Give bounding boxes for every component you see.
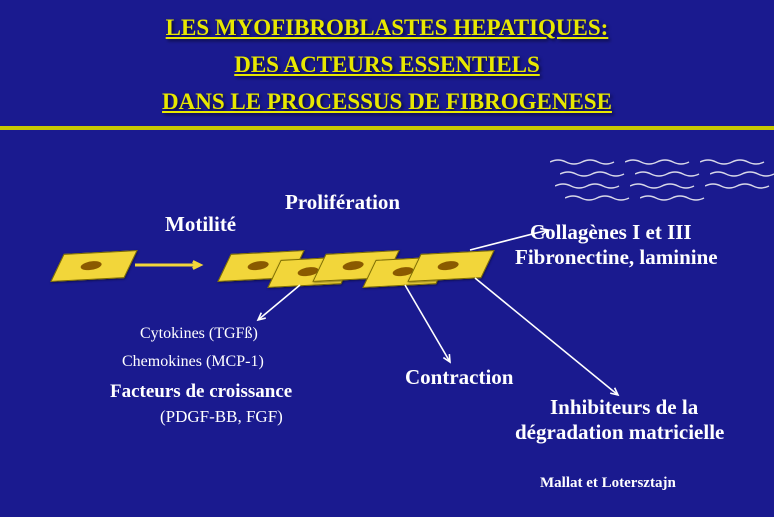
- collagen-fiber: [550, 158, 620, 166]
- collagen-fiber: [710, 170, 774, 178]
- collagen-fiber: [555, 182, 625, 190]
- title-divider: [0, 126, 774, 130]
- cytokines-word: Cytokines: [140, 325, 209, 342]
- label-motilite: Motilité: [165, 212, 236, 237]
- label-facteurs: Facteurs de croissance: [110, 381, 292, 403]
- collagen-fiber: [625, 158, 695, 166]
- label-facteurs-paren: (PDGF-BB, FGF): [160, 407, 283, 427]
- label-collagenes: Collagènes I et III: [530, 220, 692, 245]
- to-contraction: [399, 279, 456, 368]
- motility-arrow: [129, 259, 206, 271]
- collagen-fiber: [640, 194, 710, 202]
- diagram-stage: Motilité Prolifération Collagènes I et I…: [0, 140, 774, 517]
- title-block: LES MYOFIBROBLASTES HEPATIQUES: DES ACTE…: [0, 0, 774, 120]
- collagen-fiber: [700, 158, 770, 166]
- collagen-fiber: [565, 194, 635, 202]
- collagen-fiber: [630, 182, 700, 190]
- block-chemokines: Chemokines (MCP-1): [122, 353, 264, 371]
- chemokines-word: Chemokines: [122, 353, 206, 370]
- chemokines-paren: (MCP-1): [206, 353, 264, 370]
- title-line-2: DES ACTEURS ESSENTIELS: [0, 47, 774, 84]
- title-line-1: LES MYOFIBROBLASTES HEPATIQUES:: [0, 10, 774, 47]
- to-inhibiteurs: [469, 272, 624, 401]
- block-cytokines: Cytokines (TGFß): [140, 325, 258, 343]
- label-proliferation: Prolifération: [285, 190, 400, 215]
- collagen-fiber: [560, 170, 630, 178]
- to-cytokines: [252, 279, 306, 326]
- label-inhibiteurs-2: dégradation matricielle: [515, 420, 724, 445]
- to-collagenes: [464, 224, 554, 256]
- cytokines-paren: (TGFß): [209, 325, 258, 342]
- collagen-fiber: [705, 182, 774, 190]
- label-credit: Mallat et Lotersztajn: [540, 475, 676, 492]
- collagen-fiber: [635, 170, 705, 178]
- title-line-3: DANS LE PROCESSUS DE FIBROGENESE: [0, 84, 774, 121]
- myofibroblast-cell: [50, 250, 137, 282]
